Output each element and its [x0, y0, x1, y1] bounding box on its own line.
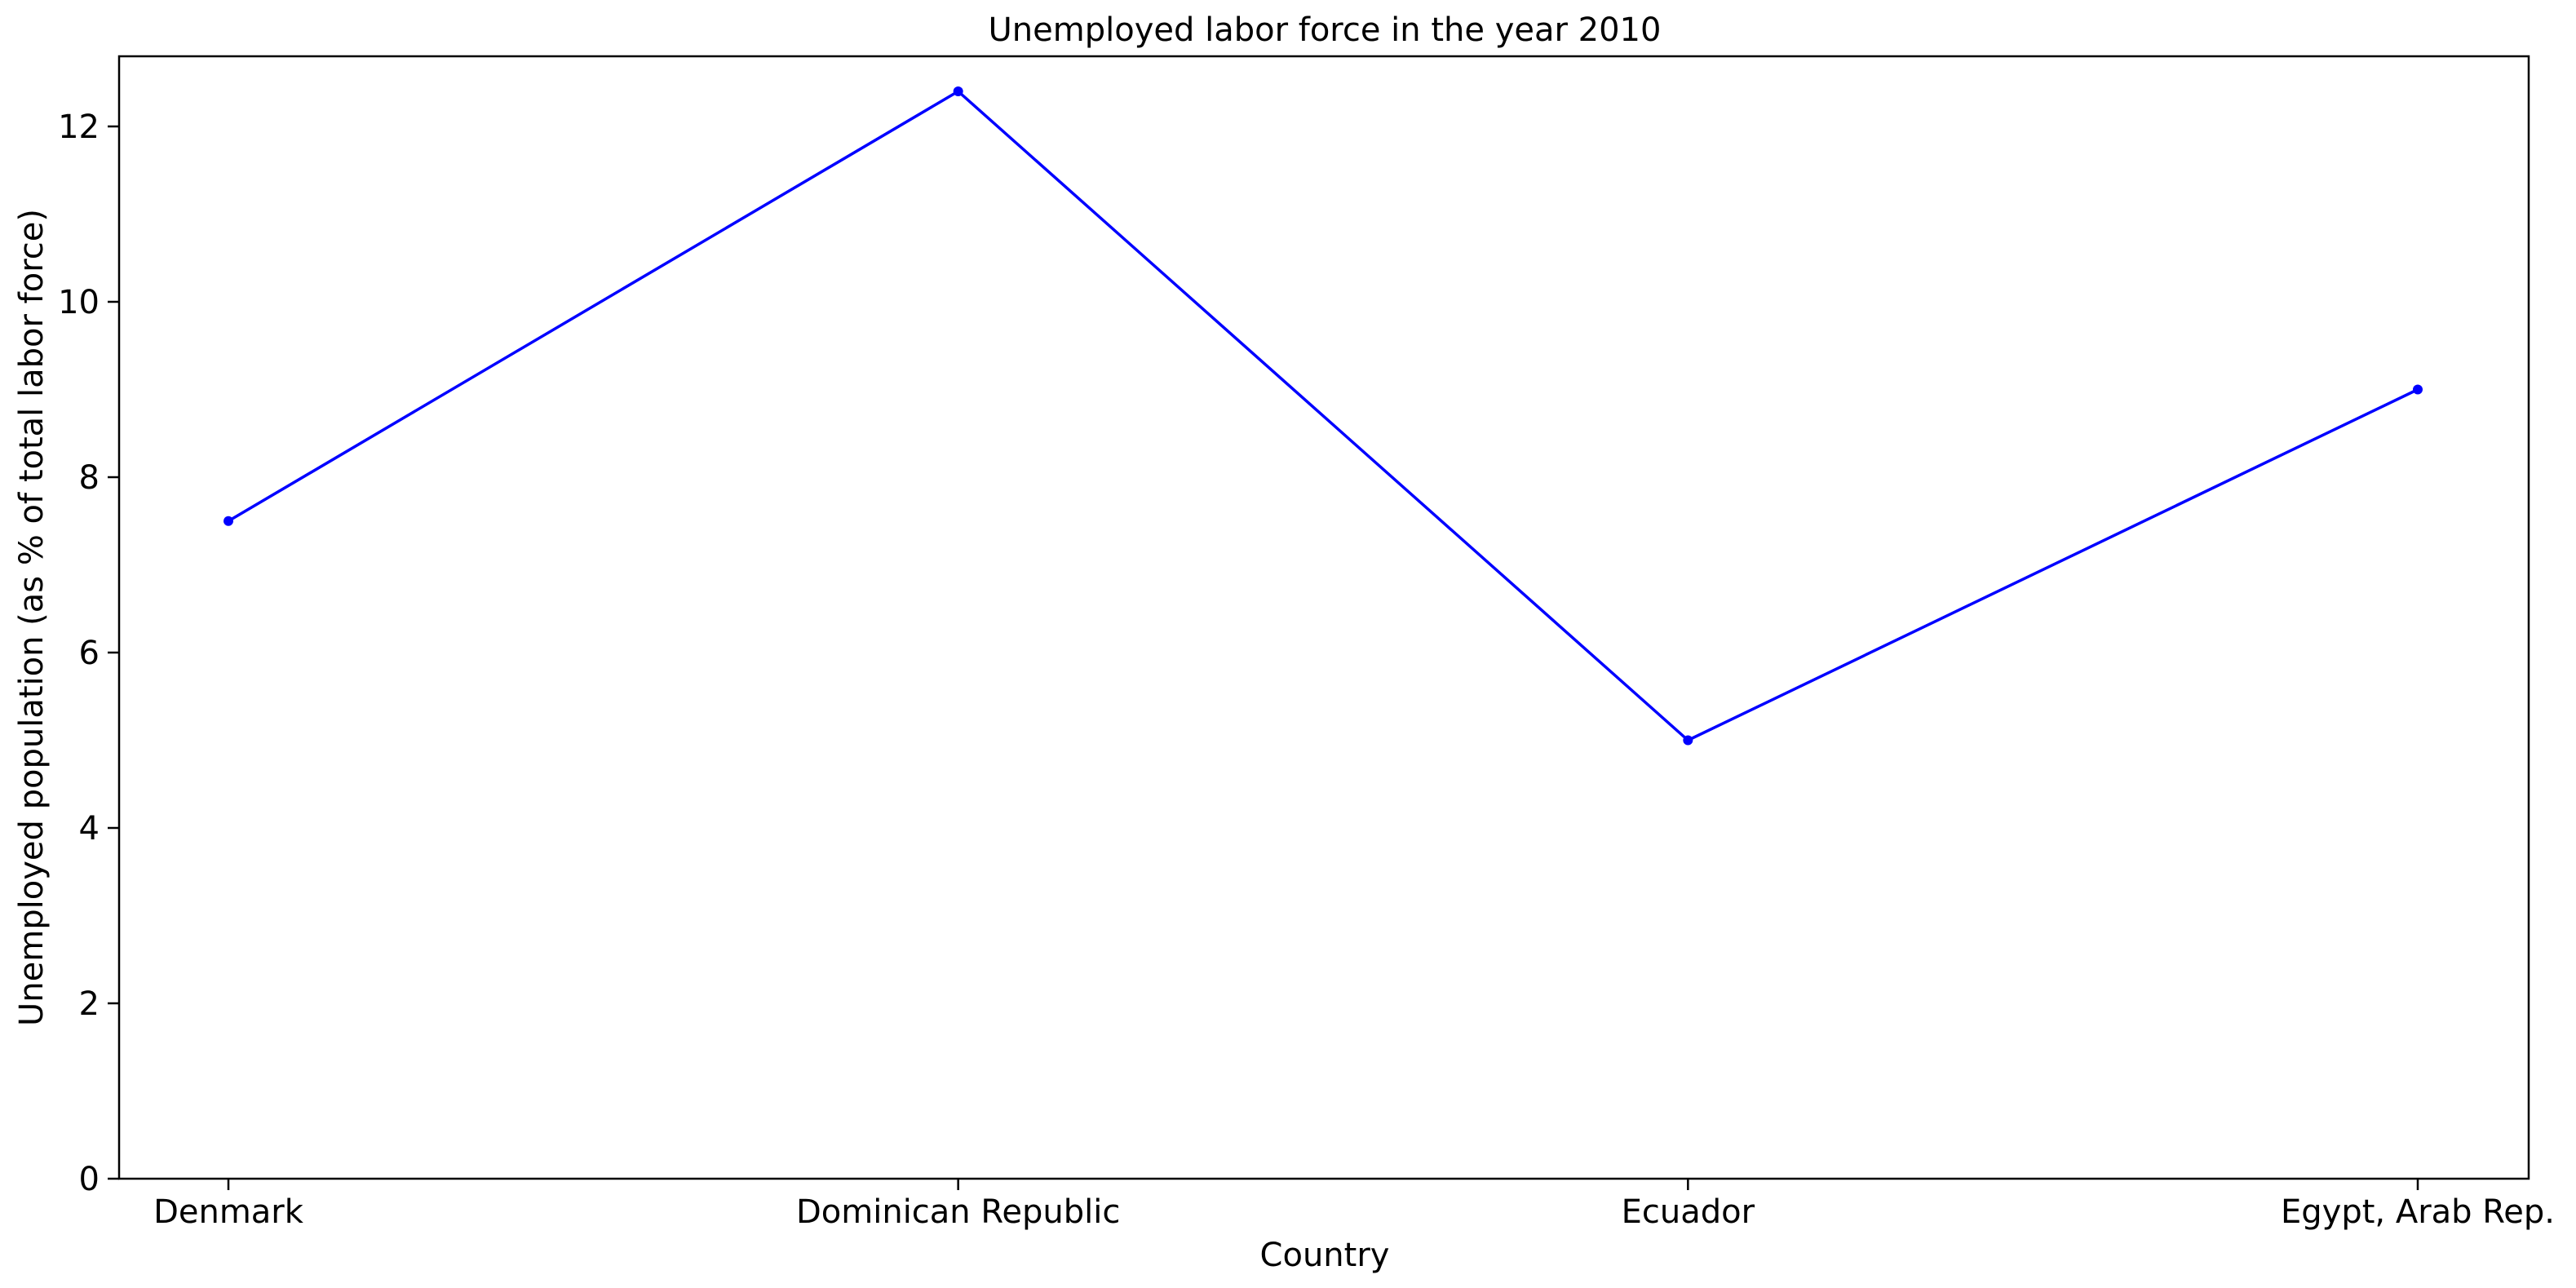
- y-tick-label: 2: [79, 985, 100, 1023]
- x-tick-label: Dominican Republic: [796, 1193, 1120, 1231]
- chart-title: Unemployed labor force in the year 2010: [989, 11, 1662, 49]
- x-axis-ticks: Denmark Dominican Republic Ecuador Egypt, A…: [153, 1179, 2555, 1231]
- x-tick-label: Egypt, Arab Rep.: [2281, 1193, 2555, 1231]
- x-tick-label: Ecuador: [1622, 1193, 1755, 1231]
- x-axis-label: Country: [1260, 1237, 1390, 1274]
- data-point: [224, 516, 233, 526]
- y-tick-label: 0: [79, 1161, 100, 1198]
- y-tick-label: 6: [79, 635, 100, 672]
- y-axis-label: Unemployed population (as % of total lab…: [13, 209, 51, 1026]
- y-tick-label: 4: [79, 810, 100, 848]
- data-point: [2413, 384, 2423, 395]
- y-axis-ticks: 0 2 4 6 8 10 12: [58, 108, 119, 1198]
- data-point: [1683, 735, 1693, 746]
- y-tick-label: 12: [58, 108, 100, 146]
- x-tick-label: Denmark: [153, 1193, 304, 1231]
- data-point: [953, 86, 963, 96]
- series-line: [228, 90, 2419, 742]
- series-layer: [224, 86, 2423, 746]
- y-tick-label: 10: [58, 284, 100, 321]
- y-tick-label: 8: [79, 459, 100, 497]
- plot-area-frame: [117, 55, 2530, 1180]
